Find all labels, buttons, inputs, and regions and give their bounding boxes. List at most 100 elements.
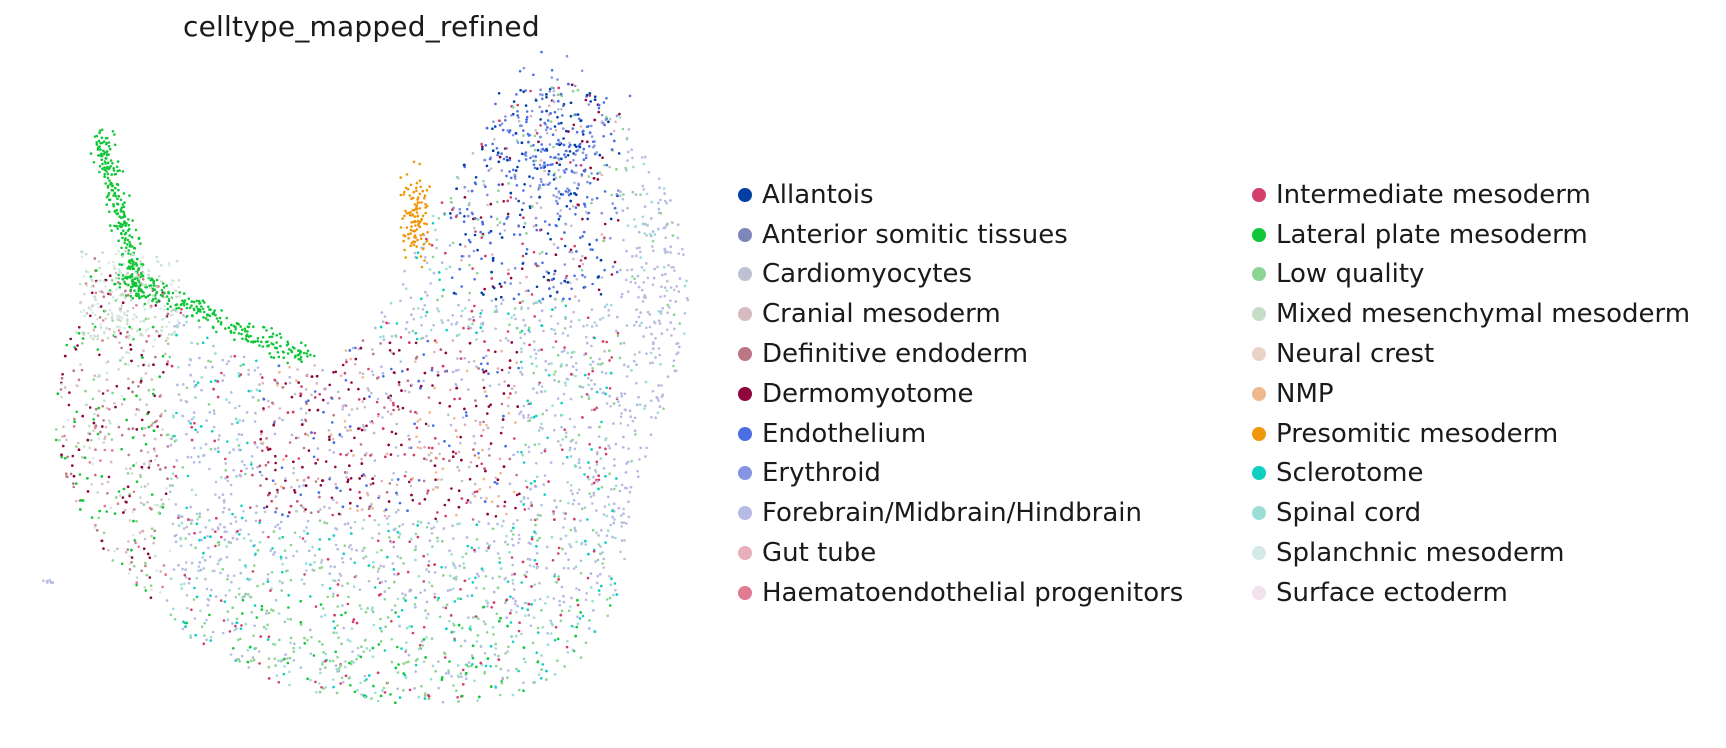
scatter-point: [188, 577, 191, 581]
scatter-point: [309, 511, 313, 514]
scatter-point: [601, 562, 604, 565]
scatter-point: [473, 490, 477, 494]
scatter-point: [265, 609, 269, 613]
scatter-point: [613, 582, 617, 585]
scatter-point: [121, 301, 125, 305]
scatter-point: [525, 248, 529, 251]
scatter-point: [275, 674, 279, 677]
scatter-point: [346, 638, 350, 642]
scatter-point: [534, 216, 538, 220]
scatter-point: [331, 659, 335, 663]
scatter-point: [435, 246, 438, 250]
scatter-point: [619, 422, 622, 425]
scatter-point: [549, 461, 553, 464]
scatter-point: [458, 397, 462, 401]
scatter-point: [664, 236, 667, 240]
scatter-point: [539, 88, 542, 92]
scatter-point: [465, 414, 468, 418]
scatter-point: [595, 452, 599, 456]
scatter-point: [242, 355, 246, 359]
scatter-point: [564, 304, 568, 308]
scatter-point: [496, 478, 500, 482]
scatter-point: [562, 143, 566, 147]
scatter-point: [147, 411, 150, 414]
scatter-point: [507, 669, 510, 672]
scatter-point: [615, 193, 619, 196]
scatter-point: [464, 552, 468, 555]
scatter-point: [343, 544, 347, 547]
scatter-point: [143, 462, 146, 466]
scatter-point: [579, 656, 583, 659]
scatter-point: [569, 489, 573, 492]
scatter-point: [270, 571, 274, 574]
scatter-point: [645, 446, 648, 450]
scatter-point: [581, 140, 584, 143]
scatter-point: [117, 425, 121, 429]
scatter-point: [142, 363, 145, 367]
scatter-point: [561, 332, 565, 335]
scatter-point: [581, 273, 584, 277]
scatter-point: [71, 454, 75, 458]
scatter-point: [385, 452, 389, 456]
scatter-point: [194, 428, 197, 432]
scatter-point: [93, 257, 97, 260]
scatter-point: [207, 546, 210, 550]
scatter-point: [532, 565, 536, 568]
scatter-point: [410, 625, 414, 628]
scatter-point: [323, 613, 327, 617]
scatter-point: [567, 558, 570, 561]
scatter-point: [437, 217, 441, 220]
scatter-point: [113, 512, 117, 515]
scatter-point: [566, 640, 569, 643]
scatter-point: [660, 285, 663, 289]
scatter-point: [88, 461, 92, 464]
scatter-point: [394, 666, 398, 670]
scatter-point: [597, 534, 600, 537]
scatter-point: [99, 305, 103, 308]
scatter-point: [275, 507, 278, 510]
scatter-point: [385, 517, 389, 520]
scatter-point: [213, 447, 217, 451]
scatter-point: [570, 83, 574, 87]
scatter-point: [633, 277, 636, 281]
scatter-point: [552, 145, 555, 149]
scatter-point: [579, 519, 582, 522]
scatter-point: [212, 409, 216, 412]
scatter-point: [226, 574, 230, 577]
scatter-point: [575, 278, 579, 281]
scatter-point: [602, 391, 605, 395]
scatter-point: [214, 595, 218, 598]
scatter-point: [389, 453, 393, 456]
scatter-point: [581, 235, 584, 238]
scatter-point: [441, 700, 445, 704]
scatter-point: [620, 514, 623, 517]
scatter-point: [226, 618, 230, 621]
scatter-point: [491, 149, 495, 152]
scatter-point: [348, 349, 352, 352]
scatter-point: [263, 506, 266, 510]
scatter-point: [549, 619, 552, 623]
scatter-point: [269, 549, 273, 552]
scatter-point: [341, 363, 345, 367]
scatter-point: [529, 624, 533, 627]
scatter-point: [408, 540, 412, 543]
scatter-point: [538, 319, 541, 322]
scatter-point: [587, 383, 590, 387]
scatter-point: [537, 140, 540, 144]
scatter-point: [390, 351, 394, 354]
scatter-point: [436, 298, 439, 302]
scatter-point: [653, 233, 657, 236]
scatter-point: [267, 611, 271, 615]
scatter-point: [557, 575, 560, 578]
scatter-point: [471, 656, 475, 660]
scatter-point: [418, 418, 422, 421]
scatter-point: [110, 438, 114, 441]
scatter-point: [496, 200, 499, 204]
scatter-point: [547, 373, 551, 377]
scatter-point: [519, 360, 523, 364]
scatter-point: [392, 401, 395, 405]
scatter-point: [618, 489, 622, 493]
scatter-point: [589, 356, 592, 360]
scatter-point: [547, 271, 550, 275]
scatter-point: [479, 423, 482, 426]
